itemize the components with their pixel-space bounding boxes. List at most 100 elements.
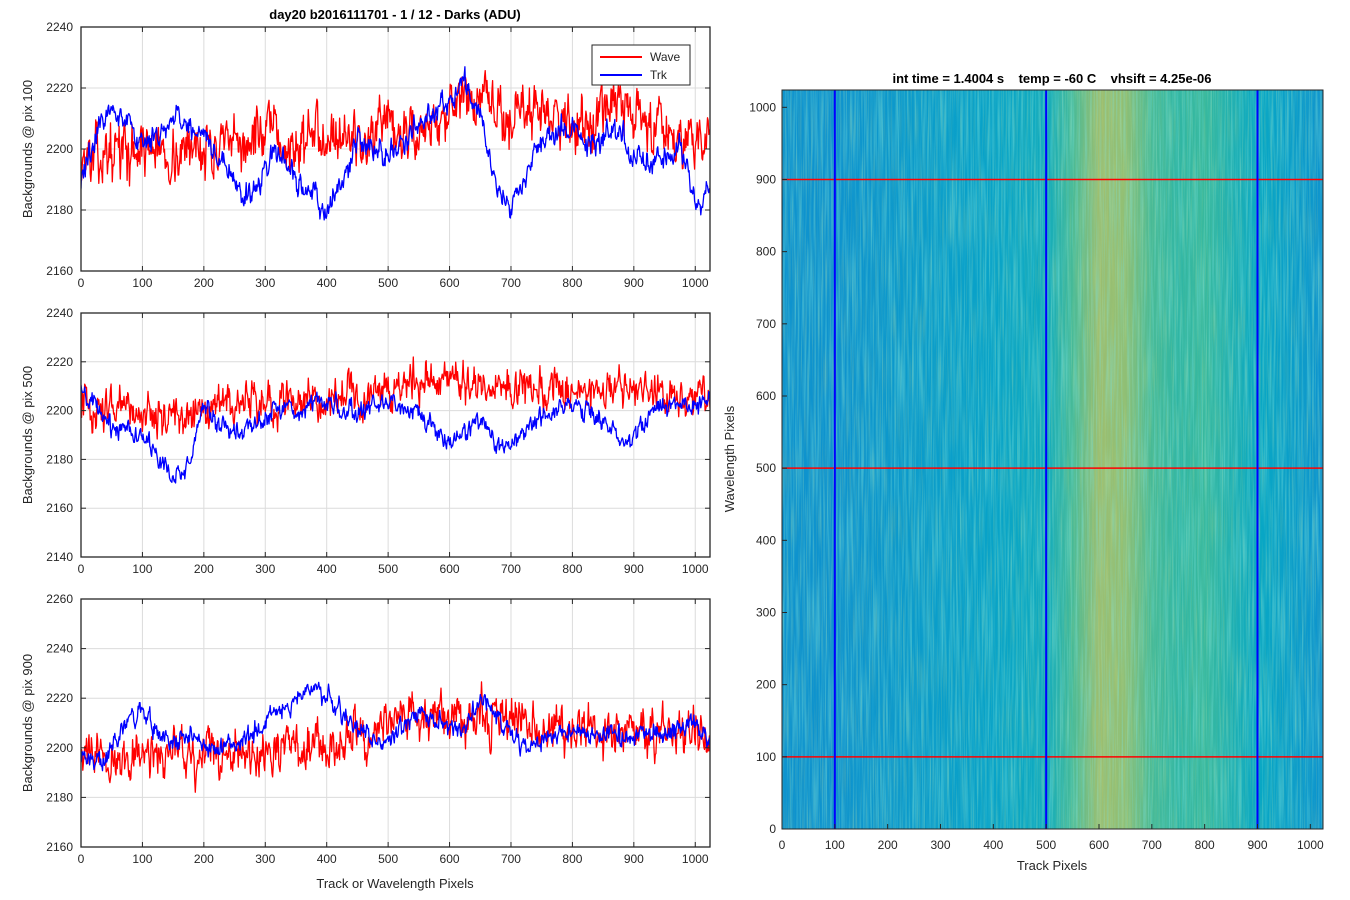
y-tick-label: 100 [756, 750, 776, 764]
x-tick-label: 600 [440, 852, 460, 866]
x-tick-label: 200 [194, 852, 214, 866]
axes-box [80, 598, 711, 848]
y-tick-label: 2180 [46, 203, 73, 217]
x-tick-label: 1000 [682, 562, 709, 576]
x-tick-label: 900 [624, 562, 644, 576]
y-tick-label: 900 [756, 172, 776, 186]
heatmap-plot: 0 100 200 300 400 500 600 700 800 900 1000 0 100 200 3… [722, 71, 1324, 873]
x-tick-label: 700 [501, 852, 521, 866]
tick-layer: 0 100 200 300 400 500 600 700 800 900 1000 2140 2160… [46, 306, 710, 576]
legend: Wave Trk [591, 44, 691, 86]
x-tick-label: 300 [255, 852, 275, 866]
x-tick-label: 0 [78, 852, 85, 866]
y-tick-label: 0 [769, 822, 776, 836]
x-tick-label: 0 [779, 838, 786, 852]
x-tick-label: 900 [624, 276, 644, 290]
x-tick-label: 400 [317, 852, 337, 866]
x-tick-label: 800 [562, 276, 582, 290]
x-tick-label: 100 [825, 838, 845, 852]
legend-box [591, 44, 691, 86]
x-tick-label: 300 [255, 276, 275, 290]
x-tick-label: 600 [440, 562, 460, 576]
x-tick-label: 100 [132, 562, 152, 576]
y-axis-label: Backgrounds @ pix 500 [20, 366, 35, 504]
x-tick-label: 500 [378, 276, 398, 290]
series-layer [81, 681, 710, 793]
series-line-trk [81, 681, 710, 772]
legend-label-wave: Wave [650, 50, 681, 64]
x-tick-label: 100 [132, 852, 152, 866]
x-tick-label: 200 [878, 838, 898, 852]
x-tick-label: 200 [194, 562, 214, 576]
x-tick-label: 900 [624, 852, 644, 866]
series-line-trk [81, 384, 710, 484]
x-axis-label: Track or Wavelength Pixels [316, 876, 474, 891]
x-tick-label: 1000 [1297, 838, 1324, 852]
tick-layer: 0 100 200 300 400 500 600 700 800 900 1000 0 100 200 3… [749, 100, 1324, 852]
chart-title: day20 b2016111701 - 1 / 12 - Darks (ADU) [269, 7, 520, 22]
y-tick-label: 2140 [46, 550, 73, 564]
x-tick-label: 500 [378, 852, 398, 866]
x-tick-label: 700 [501, 562, 521, 576]
x-tick-label: 700 [501, 276, 521, 290]
x-tick-label: 400 [317, 276, 337, 290]
y-axis-label: Wavelength Pixels [722, 405, 737, 512]
y-tick-label: 2220 [46, 355, 73, 369]
x-tick-label: 800 [562, 852, 582, 866]
x-tick-label: 500 [378, 562, 398, 576]
series-line-wave [81, 681, 710, 793]
marker-layer [782, 90, 1323, 829]
y-tick-label: 300 [756, 605, 776, 619]
x-tick-label: 0 [78, 562, 85, 576]
x-tick-label: 0 [78, 276, 85, 290]
heatmap-title: int time = 1.4004 s temp = -60 C vhsift … [892, 71, 1211, 86]
series-line-trk [81, 66, 710, 221]
heatmap-streaks-bright [782, 90, 1323, 829]
x-tick-label: 200 [194, 276, 214, 290]
series-layer [81, 356, 710, 484]
series-layer [81, 66, 710, 221]
plot-pix-900: 0 100 200 300 400 500 600 700 800 900 1000 2160 2180… [20, 592, 711, 891]
plot-pix-500: 0 100 200 300 400 500 600 700 800 900 1000 2140 2160… [20, 306, 711, 576]
x-tick-label: 600 [440, 276, 460, 290]
y-tick-label: 2240 [46, 20, 73, 34]
y-tick-label: 700 [756, 317, 776, 331]
axes-box [781, 89, 1324, 830]
legend-label-trk: Trk [650, 68, 668, 82]
y-tick-label: 500 [756, 461, 776, 475]
y-tick-label: 2240 [46, 306, 73, 320]
y-tick-label: 2160 [46, 501, 73, 515]
x-tick-label: 800 [1195, 838, 1215, 852]
x-tick-label: 800 [562, 562, 582, 576]
y-tick-label: 400 [756, 533, 776, 547]
x-axis-label: Track Pixels [1017, 858, 1088, 873]
y-axis-label: Backgrounds @ pix 100 [20, 80, 35, 218]
y-tick-label: 2220 [46, 81, 73, 95]
x-tick-label: 400 [317, 562, 337, 576]
y-tick-label: 2200 [46, 404, 73, 418]
y-tick-label: 2220 [46, 691, 73, 705]
y-tick-label: 600 [756, 389, 776, 403]
x-tick-label: 1000 [682, 276, 709, 290]
x-tick-label: 300 [930, 838, 950, 852]
y-tick-label: 2260 [46, 592, 73, 606]
x-tick-label: 500 [1036, 838, 1056, 852]
y-tick-label: 2200 [46, 741, 73, 755]
plot-pix-100: 0 100 200 300 400 500 600 700 800 900 1000 2160 2180… [20, 7, 711, 290]
x-tick-label: 100 [132, 276, 152, 290]
x-tick-label: 600 [1089, 838, 1109, 852]
series-line-wave [81, 356, 710, 440]
y-tick-label: 200 [756, 678, 776, 692]
x-tick-label: 900 [1247, 838, 1267, 852]
x-tick-label: 1000 [682, 852, 709, 866]
x-tick-label: 700 [1142, 838, 1162, 852]
y-tick-label: 2180 [46, 452, 73, 466]
x-tick-label: 300 [255, 562, 275, 576]
axes-box [80, 26, 711, 272]
axes-background [81, 313, 710, 557]
y-tick-label: 2160 [46, 840, 73, 854]
axes-box [80, 312, 711, 558]
y-tick-label: 800 [756, 245, 776, 259]
y-tick-label: 2180 [46, 790, 73, 804]
